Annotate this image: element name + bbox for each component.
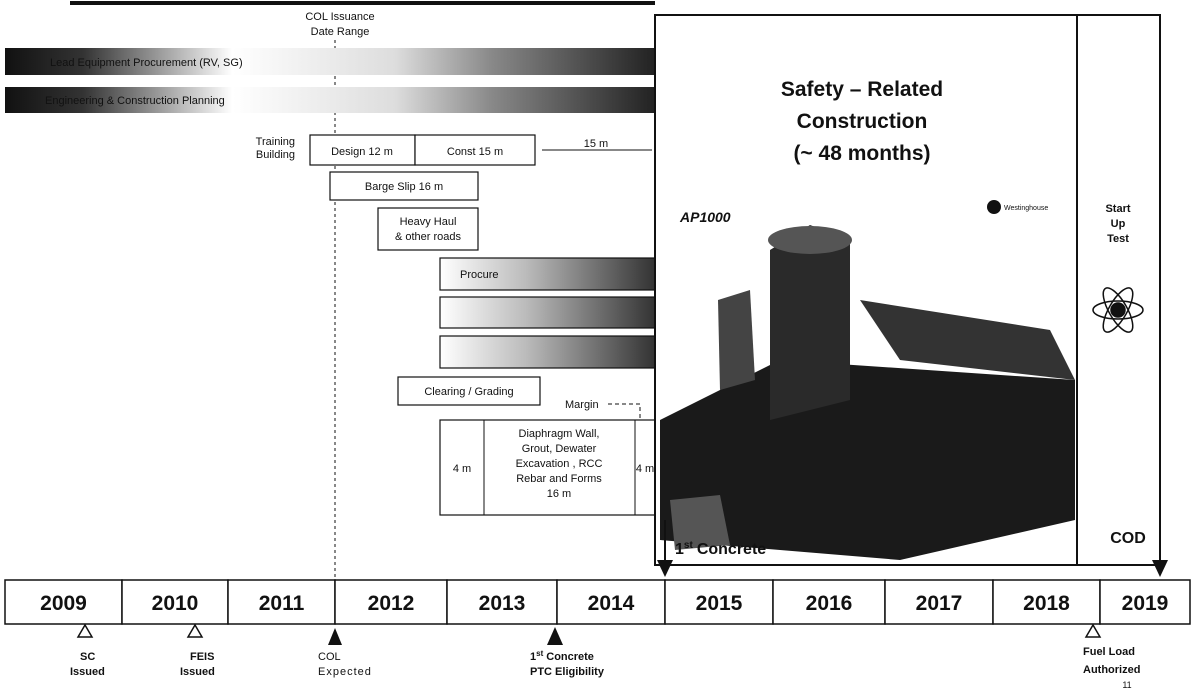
milestone-label: PTC Eligibility: [530, 666, 605, 678]
milestone: [78, 625, 92, 637]
bar-label: Lead Equipment Procurement (RV, SG): [50, 57, 243, 69]
milestone-label: Expected: [318, 666, 372, 678]
model-label: AP1000: [679, 209, 731, 225]
milestone-label: SC: [80, 651, 95, 663]
panel-title: (~ 48 months): [793, 142, 930, 165]
panel-title: Safety – Related: [781, 78, 943, 101]
panel-title: Construction: [797, 110, 928, 133]
year-label: 2010: [152, 592, 199, 615]
timeline: 2009 2010 2011 2012 2013 2014 2015 2016 2017 2018…: [5, 580, 1190, 624]
milestone-label: Authorized: [1083, 664, 1140, 676]
task-label: 4 m: [453, 463, 471, 475]
bar-label: Engineering & Construction Planning: [45, 95, 225, 107]
year-label: 2019: [1122, 592, 1169, 615]
year-label: 2014: [588, 592, 635, 615]
task-label: 16 m: [547, 488, 571, 500]
marker-suffix: st: [684, 540, 694, 551]
label: Training: [256, 136, 295, 148]
task: [378, 208, 478, 250]
task-label: Grout, Dewater: [522, 443, 597, 455]
task-label: Heavy Haul: [400, 216, 457, 228]
milestone-label: Issued: [70, 666, 105, 678]
task: [440, 336, 655, 368]
task-label: Clearing / Grading: [424, 386, 513, 398]
milestone-label: Fuel Load: [1083, 646, 1135, 658]
page-number: 11: [1122, 680, 1131, 690]
task: [440, 297, 655, 328]
startup-label: Up: [1111, 218, 1126, 230]
marker-text: Concrete: [697, 541, 766, 558]
task-label: Procure: [460, 269, 499, 281]
year-label: 2017: [916, 592, 963, 615]
marker-number: 1: [675, 541, 684, 558]
task-label: Barge Slip 16 m: [365, 181, 443, 193]
year-label: 2009: [40, 592, 87, 615]
year-label: 2011: [259, 592, 305, 615]
ms-suffix: st: [536, 649, 543, 658]
task-label: 4 m: [636, 463, 654, 475]
milestone-label: Issued: [180, 666, 215, 678]
gap-label: 15 m: [584, 138, 608, 150]
milestone-label: FEIS: [190, 651, 214, 663]
task-label: Design 12 m: [331, 146, 393, 158]
task-label: Excavation , RCC: [516, 458, 603, 470]
startup-label: Start: [1105, 203, 1130, 215]
year-label: 2016: [806, 592, 853, 615]
col-range: Date Range: [311, 26, 370, 38]
milestone: [328, 628, 342, 645]
milestone-label: COL: [318, 651, 341, 663]
year-label: 2015: [696, 592, 743, 615]
cod-label: COD: [1110, 530, 1146, 547]
marker-arrow: [1152, 560, 1168, 577]
brand: Westinghouse: [1004, 205, 1048, 212]
year-label: 2018: [1023, 592, 1070, 615]
year-label: 2013: [479, 592, 526, 615]
task-label: Diaphragm Wall,: [519, 428, 600, 440]
margin-line: [608, 404, 640, 418]
ms-text: Concrete: [546, 651, 594, 663]
margin-label: Margin: [565, 399, 599, 411]
logo: [987, 200, 1001, 214]
task-label: Rebar and Forms: [516, 473, 602, 485]
label: Building: [256, 149, 295, 161]
col-range: COL Issuance: [305, 11, 374, 23]
task-label: & other roads: [395, 231, 462, 243]
schedule-diagram: COL Issuance Date Range Lead Equipment P…: [0, 0, 1195, 692]
task-label: Const 15 m: [447, 146, 503, 158]
year-label: 2012: [368, 592, 415, 615]
milestone: [1086, 625, 1100, 637]
milestone: [188, 625, 202, 637]
startup-label: Test: [1107, 233, 1129, 245]
milestone: [547, 627, 563, 645]
marker-arrow: [657, 560, 673, 577]
